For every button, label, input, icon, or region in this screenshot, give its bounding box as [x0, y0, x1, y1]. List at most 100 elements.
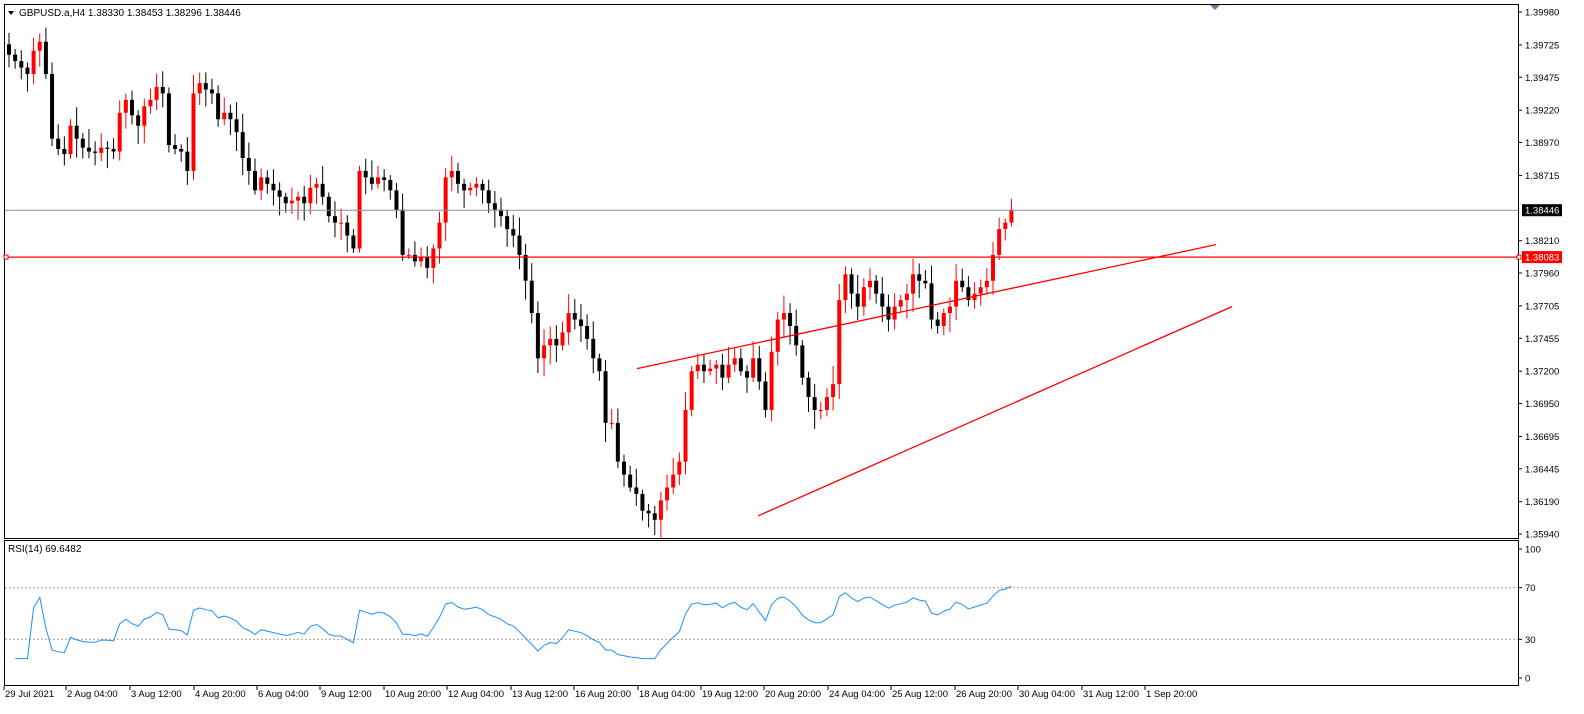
candle-body [640, 493, 645, 511]
time-label: 19 Aug 12:00 [702, 689, 758, 700]
scroll-shift-marker[interactable] [1210, 5, 1220, 10]
candle-body [763, 381, 768, 410]
candle-body [7, 44, 11, 55]
hline-handle[interactable] [3, 254, 9, 260]
candle-body [93, 151, 98, 153]
candle-body [683, 409, 688, 462]
time-label: 29 Jul 2021 [5, 689, 54, 700]
candle-body [769, 351, 774, 410]
candle-body [947, 306, 952, 314]
candle-body [486, 190, 491, 204]
candle-body [935, 319, 940, 326]
current-price-label: 1.38446 [1525, 206, 1559, 217]
candle-body [966, 287, 971, 301]
candle-body [425, 257, 430, 268]
candle-body [80, 138, 85, 148]
price-label: 1.38715 [1525, 171, 1559, 182]
time-label: 30 Aug 04:00 [1019, 689, 1075, 700]
candle-body [695, 364, 700, 372]
price-label: 1.37200 [1525, 367, 1559, 378]
candle-body [788, 313, 793, 326]
time-label: 10 Aug 20:00 [385, 689, 441, 700]
candle-body [173, 145, 178, 149]
candle-body [332, 216, 337, 223]
candle-body [449, 170, 454, 178]
candle-body [388, 179, 393, 191]
candle-body [824, 397, 829, 410]
time-label: 16 Aug 20:00 [575, 689, 631, 700]
hline-price-tag [1522, 251, 1562, 264]
candle-body [326, 196, 331, 217]
candle-body [689, 371, 694, 410]
candle-body [1003, 222, 1008, 230]
candlestick-series [7, 27, 1014, 538]
candle-body [874, 280, 879, 294]
candle-body [289, 200, 294, 204]
candle-body [800, 345, 805, 378]
candle-body [548, 338, 553, 346]
candle-body [406, 254, 411, 256]
rsi-line [15, 585, 1012, 660]
time-label: 18 Aug 04:00 [639, 689, 695, 700]
candle-body [13, 54, 18, 62]
candle-body [775, 319, 780, 352]
price-label: 1.37960 [1525, 269, 1559, 280]
price-label: 1.39725 [1525, 40, 1559, 51]
rsi-panel[interactable] [4, 540, 1519, 686]
candle-body [400, 209, 405, 255]
candle-body [209, 89, 214, 94]
candle-body [597, 358, 602, 372]
main-chart-panel[interactable] [4, 4, 1519, 539]
candle-body [984, 280, 989, 288]
candle-body [855, 293, 860, 307]
price-axis: 1.39980 1.39725 1.39475 1.39220 1.38970 1.387… [1518, 8, 1559, 541]
chart-overlays[interactable]: 1.38083 1.38446 [3, 204, 1562, 517]
candle-body [185, 151, 190, 171]
candle-body [745, 371, 749, 378]
candle-body [535, 313, 540, 359]
candle-body [50, 74, 55, 139]
time-label: 20 Aug 20:00 [765, 689, 821, 700]
triangle-down-icon[interactable] [8, 11, 14, 15]
candle-body [136, 115, 141, 126]
candle-body [714, 364, 719, 369]
candle-body [56, 138, 61, 149]
candle-body [37, 41, 42, 51]
candle-body [738, 358, 743, 372]
candle-body [904, 293, 909, 301]
candle-body [720, 364, 725, 378]
candle-body [578, 319, 583, 326]
candle-body [240, 132, 245, 159]
candle-body [31, 50, 36, 75]
candle-body [216, 93, 221, 120]
candle-body [591, 338, 596, 359]
candle-body [259, 177, 264, 191]
candle-body [462, 183, 467, 191]
candle-body [837, 300, 842, 385]
candle-body [412, 254, 417, 262]
candle-body [265, 177, 270, 184]
candle-body [43, 41, 48, 75]
candle-body [701, 364, 706, 372]
candle-body [523, 254, 528, 281]
trendline[interactable] [757, 305, 1233, 517]
candle-body [868, 280, 872, 288]
candle-body [911, 274, 916, 294]
candle-body [566, 313, 571, 333]
price-label: 1.36445 [1525, 464, 1559, 475]
candle-body [357, 170, 362, 249]
candle-body [818, 409, 823, 411]
candle-body [960, 280, 965, 288]
hline-handle[interactable] [1516, 254, 1522, 260]
trendline[interactable] [636, 243, 1217, 370]
candle-body [431, 248, 436, 268]
candle-body [351, 235, 356, 249]
candle-body [665, 487, 670, 501]
candle-body [369, 177, 374, 184]
time-label: 25 Aug 12:00 [892, 689, 948, 700]
candle-body [886, 306, 891, 320]
candle-body [1009, 209, 1014, 223]
price-label: 1.38970 [1525, 138, 1559, 149]
